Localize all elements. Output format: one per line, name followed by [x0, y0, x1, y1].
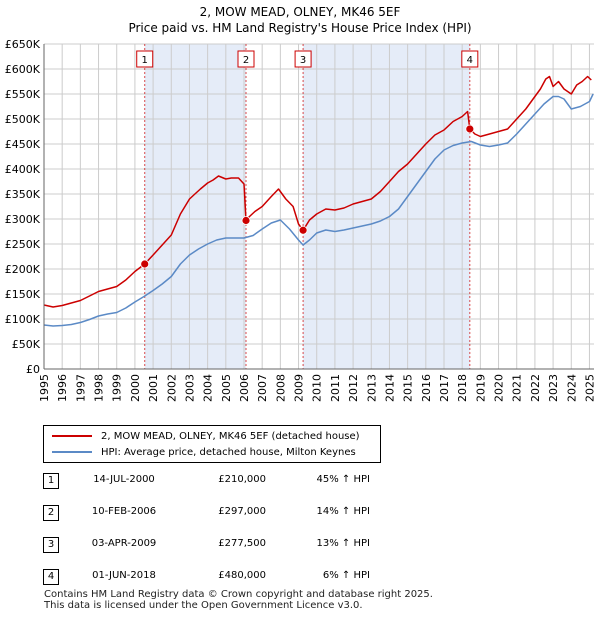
x-tick-label: 2004 [202, 374, 215, 402]
sale-label-text: 2 [243, 55, 249, 66]
transaction-price: £210,000 [218, 474, 266, 485]
y-tick-label: £200K [5, 263, 41, 276]
transaction-price: £277,500 [218, 538, 266, 549]
legend-label-hpi: HPI: Average price, detached house, Milt… [101, 446, 356, 458]
x-tick-label: 2021 [511, 374, 524, 402]
legend-item-hpi: HPI: Average price, detached house, Milt… [52, 445, 356, 459]
y-tick-label: £450K [5, 138, 41, 151]
y-tick-label: £50K [12, 338, 41, 351]
price-chart: 1 2 3 4 £0 £50K £100K £150K £200K £250K £300K £350K… [5, 38, 597, 402]
x-tick-label: 2025 [583, 374, 596, 402]
y-tick-label: £150K [5, 288, 41, 301]
x-tick-label: 2007 [256, 374, 269, 402]
hpi-line [43, 93, 594, 327]
transaction-date: 03-APR-2009 [91, 538, 157, 549]
y-tick-label: £250K [5, 238, 41, 251]
sale-label: 2 [237, 50, 255, 68]
x-tick-label: 2020 [493, 374, 506, 402]
transaction-row: 2 10-FEB-2006 £297,000 14% ↑ HPI [0, 502, 600, 522]
y-tick-label: £500K [5, 113, 41, 126]
transaction-price: £297,000 [218, 506, 266, 517]
x-tick-label: 2013 [365, 374, 378, 402]
y-tick-label: £0 [26, 363, 40, 376]
x-tick-label: 2009 [293, 374, 306, 402]
sale-point [241, 216, 251, 225]
sale-point [298, 225, 308, 235]
shaded-period [303, 44, 470, 369]
transaction-number-badge: 3 [43, 537, 59, 553]
shaded-period [144, 44, 246, 369]
y-tick-label: £650K [5, 38, 41, 51]
transaction-hpi-change: 45% ↑ HPI [316, 474, 370, 485]
x-tick-label: 1998 [93, 374, 106, 402]
x-tick-label: 2024 [565, 374, 578, 402]
sale-label-text: 3 [300, 55, 306, 66]
x-tick-label: 2003 [183, 374, 196, 402]
sale-label: 4 [461, 50, 479, 68]
transaction-date: 01-JUN-2018 [92, 570, 156, 581]
transaction-date: 14-JUL-2000 [93, 474, 155, 485]
transaction-hpi-change: 14% ↑ HPI [316, 506, 370, 517]
x-tick-label: 2017 [438, 374, 451, 402]
x-tick-label: 2018 [456, 374, 469, 402]
footer-copyright: Contains HM Land Registry data © Crown c… [44, 589, 433, 600]
x-tick-label: 2022 [529, 374, 542, 402]
y-tick-label: £300K [5, 213, 41, 226]
legend-swatch-property [52, 435, 92, 437]
x-tick-label: 2010 [311, 374, 324, 402]
transaction-number-badge: 2 [43, 505, 59, 521]
legend-swatch-hpi [52, 451, 92, 453]
transaction-row: 1 14-JUL-2000 £210,000 45% ↑ HPI [0, 470, 600, 490]
x-tick-label: 2001 [147, 374, 160, 402]
property-price-line [43, 75, 592, 308]
sale-label-text: 4 [467, 55, 473, 66]
sale-label: 3 [294, 50, 312, 68]
x-tick-label: 1995 [38, 374, 51, 402]
y-tick-label: £400K [5, 163, 41, 176]
x-tick-label: 2015 [402, 374, 415, 402]
y-tick-label: £100K [5, 313, 41, 326]
sale-label-box [294, 50, 312, 68]
footer: Contains HM Land Registry data © Crown c… [44, 589, 433, 611]
x-tick-label: 2016 [420, 374, 433, 402]
transaction-hpi-change: 6% ↑ HPI [322, 570, 370, 581]
sale-label-box [136, 50, 154, 68]
sale-label-box [237, 50, 255, 68]
x-tick-label: 1999 [111, 374, 124, 402]
x-tick-label: 2014 [383, 374, 396, 402]
y-tick-label: £550K [5, 88, 41, 101]
x-tick-label: 2012 [347, 374, 360, 402]
legend-label-property: 2, MOW MEAD, OLNEY, MK46 5EF (detached h… [101, 430, 360, 442]
chart-subtitle: Price paid vs. HM Land Registry's House … [128, 21, 472, 35]
x-tick-label: 2005 [220, 374, 233, 402]
sale-label: 1 [136, 50, 154, 68]
sale-point [140, 259, 150, 269]
transaction-number-badge: 4 [43, 569, 59, 585]
x-tick-label: 2011 [329, 374, 342, 402]
legend: 2, MOW MEAD, OLNEY, MK46 5EF (detached h… [43, 425, 381, 463]
x-tick-label: 2008 [274, 374, 287, 402]
transaction-hpi-change: 13% ↑ HPI [316, 538, 370, 549]
transaction-date: 10-FEB-2006 [91, 506, 157, 517]
x-tick-label: 2019 [474, 374, 487, 402]
transaction-price: £480,000 [218, 570, 266, 581]
x-tick-label: 2002 [165, 374, 178, 402]
sale-label-text: 1 [142, 55, 148, 66]
x-tick-label: 2023 [547, 374, 560, 402]
transaction-row: 3 03-APR-2009 £277,500 13% ↑ HPI [0, 534, 600, 554]
sale-point [465, 124, 475, 134]
sale-label-box [461, 50, 479, 68]
x-tick-label: 2006 [238, 374, 251, 402]
y-tick-label: £600K [5, 63, 41, 76]
footer-licence: This data is licensed under the Open Gov… [44, 600, 363, 611]
transaction-row: 4 01-JUN-2018 £480,000 6% ↑ HPI [0, 566, 600, 586]
x-tick-label: 1996 [56, 374, 69, 402]
chart-title: 2, MOW MEAD, OLNEY, MK46 5EF [199, 5, 401, 19]
y-tick-label: £350K [5, 188, 41, 201]
x-tick-label: 1997 [74, 374, 87, 402]
legend-item-property: 2, MOW MEAD, OLNEY, MK46 5EF (detached h… [52, 429, 360, 443]
x-tick-label: 2000 [129, 374, 142, 402]
transaction-number-badge: 1 [43, 473, 59, 489]
